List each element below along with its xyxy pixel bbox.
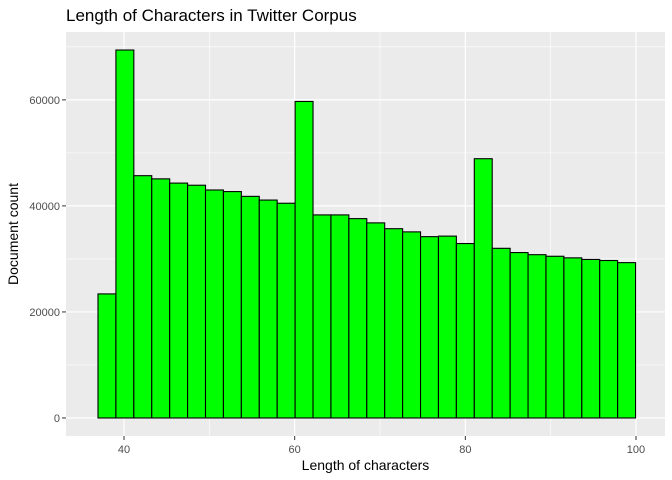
bars — [97, 49, 637, 419]
chart-title: Length of Characters in Twitter Corpus — [66, 6, 357, 25]
histogram-bar — [169, 182, 189, 419]
histogram-bar — [240, 195, 260, 419]
histogram-bar — [312, 214, 332, 419]
y-axis-title: Document count — [5, 183, 21, 285]
y-tick-label: 60000 — [29, 95, 60, 107]
x-tick-label: 40 — [118, 444, 130, 456]
histogram-bar — [115, 49, 135, 419]
histogram-bar — [97, 293, 117, 419]
histogram-bar — [187, 184, 207, 419]
histogram-bar — [366, 222, 386, 419]
histogram-bar — [563, 257, 583, 419]
histogram-bar — [276, 202, 296, 419]
histogram-bar — [545, 255, 565, 419]
x-tick-label: 80 — [459, 444, 471, 456]
histogram-bar — [384, 228, 404, 419]
histogram-bar — [402, 231, 422, 419]
histogram-bar — [419, 236, 440, 419]
histogram-bar — [527, 254, 547, 419]
histogram-bar — [222, 191, 242, 419]
histogram-bar — [491, 247, 511, 419]
x-tick-label: 100 — [627, 444, 645, 456]
histogram-bar — [455, 242, 475, 419]
y-tick-label: 20000 — [29, 307, 60, 319]
histogram-bar — [617, 262, 637, 419]
histogram-bar — [473, 158, 493, 419]
x-axis: 40 60 80 100 — [118, 436, 645, 456]
x-axis-title: Length of characters — [302, 457, 430, 473]
y-tick-label: 0 — [54, 413, 60, 425]
histogram-bar — [581, 258, 601, 419]
histogram-bar — [294, 100, 314, 419]
x-tick-label: 60 — [289, 444, 301, 456]
y-tick-label: 40000 — [29, 201, 60, 213]
histogram-bar — [509, 252, 529, 419]
histogram-bar — [133, 175, 153, 419]
y-axis: 0 20000 40000 60000 — [29, 95, 66, 425]
histogram-bar — [258, 199, 278, 419]
histogram-bar — [599, 259, 619, 419]
histogram-bar — [151, 178, 171, 419]
histogram-bar — [437, 235, 457, 419]
histogram-bar — [204, 189, 224, 419]
histogram-bar — [348, 218, 368, 419]
histogram-bar — [330, 214, 350, 419]
